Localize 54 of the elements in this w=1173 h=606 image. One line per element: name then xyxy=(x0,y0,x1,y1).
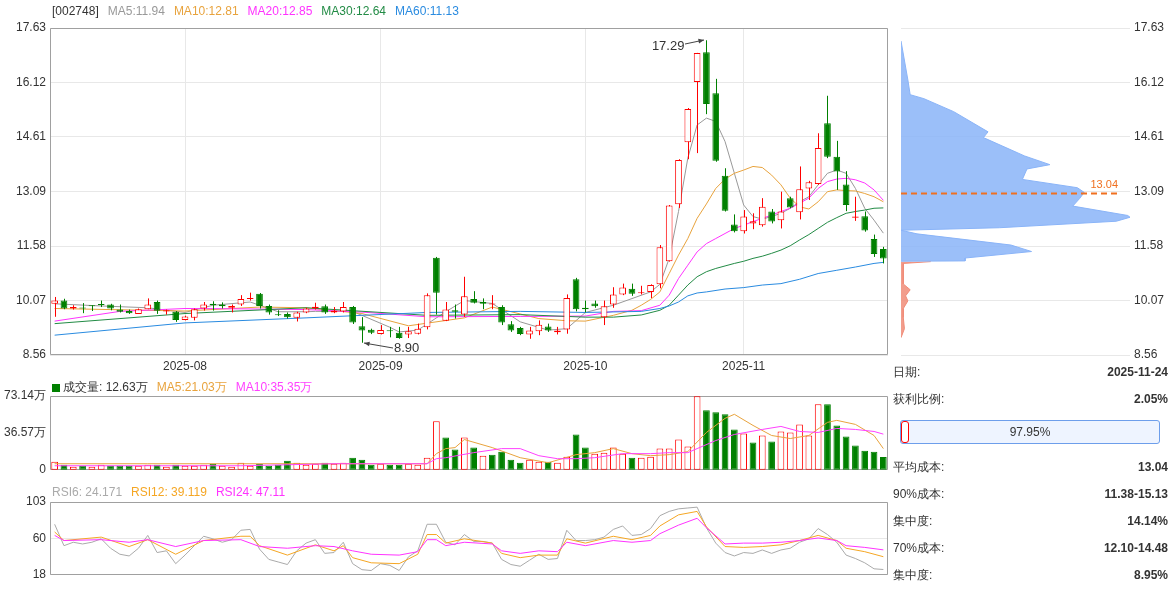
y-tick-label: 13.09 xyxy=(1134,183,1165,198)
text: 12.10-14.48 xyxy=(1103,540,1168,556)
x-tick-label: 2025-10 xyxy=(563,358,608,373)
text: MA10:12.81 xyxy=(173,4,239,18)
text: 2025-11-24 xyxy=(1107,364,1168,380)
x-tick-label: 2025-11 xyxy=(722,358,766,373)
text: 集中度: xyxy=(893,514,933,528)
y-tick-label: 73.14万 xyxy=(3,388,46,403)
y-tick-label: 11.58 xyxy=(1134,238,1164,253)
text: MA20:12.85 xyxy=(247,4,313,18)
chart-title: [002748] xyxy=(52,4,99,18)
y-tick-label: 8.56 xyxy=(22,347,47,362)
legend-label: 成交量: 12.63万 xyxy=(63,380,148,394)
annotation: 8.90 xyxy=(393,340,420,356)
y-tick-label: 36.57万 xyxy=(3,425,46,440)
ref-line-label: 13.04 xyxy=(1090,178,1118,191)
x-tick-label: 2025-09 xyxy=(358,358,403,373)
text: MA10:35.35万 xyxy=(235,380,313,394)
text: 14.14% xyxy=(1127,513,1168,529)
y-tick-label: 13.09 xyxy=(15,183,47,198)
y-tick-label: 10.07 xyxy=(1134,292,1165,307)
y-tick-label: 16.12 xyxy=(15,74,47,89)
text: 97.95% xyxy=(1009,425,1051,439)
text: RSI12: 39.119 xyxy=(131,485,207,499)
y-tick-label: 10.07 xyxy=(15,292,47,307)
text: RSI24: 47.11 xyxy=(215,485,286,499)
text: 11.38-15.13 xyxy=(1104,486,1168,502)
y-tick-label: 17.63 xyxy=(15,20,47,35)
x-tick-label: 2025-08 xyxy=(162,358,208,373)
text: 13.04 xyxy=(1137,459,1168,475)
y-tick-label: 14.61 xyxy=(15,129,47,144)
y-tick-label: 11.58 xyxy=(16,238,47,253)
text: MA5:11.94 xyxy=(107,4,165,18)
text: 日期: xyxy=(893,365,921,379)
y-tick-label: 8.56 xyxy=(1134,347,1158,362)
text: MA60:11.13 xyxy=(395,4,459,18)
annotation: 17.29 xyxy=(651,37,685,53)
text: 2.05% xyxy=(1133,391,1168,407)
text: 获利比例: xyxy=(893,392,945,406)
y-tick-label: 16.12 xyxy=(1134,74,1165,89)
text: MA30:12.64 xyxy=(321,4,387,18)
y-tick-label: 18 xyxy=(32,567,47,582)
text: RSI6: 24.171 xyxy=(52,485,123,499)
text: 8.95% xyxy=(1133,567,1168,583)
text: 集中度: xyxy=(893,568,933,582)
text: 90%成本: xyxy=(893,487,945,501)
y-tick-label: 0 xyxy=(39,462,47,477)
y-tick-label: 103 xyxy=(25,494,47,509)
text: 平均成本: xyxy=(893,460,945,474)
text: 70%成本: xyxy=(893,541,945,555)
y-tick-label: 14.61 xyxy=(1134,129,1165,144)
y-tick-label: 60 xyxy=(32,531,47,546)
text: MA5:21.03万 xyxy=(156,380,227,394)
y-tick-label: 17.63 xyxy=(1134,20,1165,35)
